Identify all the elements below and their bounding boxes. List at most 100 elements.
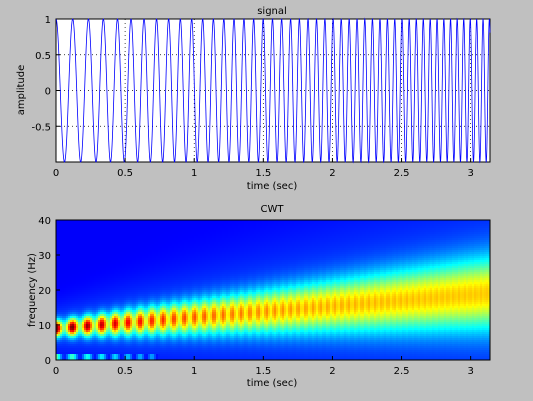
cwt-cell	[126, 306, 129, 309]
cwt-cell	[144, 260, 147, 263]
cwt-cell	[156, 254, 159, 257]
cwt-cell	[70, 260, 73, 263]
cwt-cell	[194, 326, 197, 329]
cwt-cell	[110, 224, 113, 227]
cwt-cell	[170, 244, 173, 247]
cwt-cell	[136, 238, 139, 241]
cwt-cell	[94, 298, 97, 301]
cwt-cell	[74, 356, 77, 359]
cwt-cell	[130, 336, 133, 339]
cwt-cell	[146, 316, 149, 319]
cwt-cell	[164, 308, 167, 311]
cwt-cell	[128, 328, 131, 331]
cwt-cell	[184, 264, 187, 267]
cwt-cell	[156, 240, 159, 243]
cwt-cell	[94, 306, 97, 309]
cwt-cell	[174, 326, 177, 329]
cwt-cell	[170, 228, 173, 231]
cwt-cell	[106, 340, 109, 343]
cwt-cell	[194, 340, 197, 343]
cwt-cell	[186, 248, 189, 251]
cwt-cell	[138, 230, 141, 233]
cwt-cell	[128, 222, 131, 225]
cwt-cell	[74, 276, 77, 279]
cwt-cell	[76, 286, 79, 289]
cwt-cell	[170, 310, 173, 313]
cwt-cell	[94, 274, 97, 277]
cwt-cell	[58, 258, 61, 261]
cwt-cell	[176, 268, 179, 271]
cwt-cell	[112, 244, 115, 247]
cwt-cell	[158, 260, 161, 263]
cwt-cell	[166, 250, 169, 253]
cwt-cell	[174, 348, 177, 351]
cwt-cell	[70, 230, 73, 233]
cwt-cell	[158, 324, 161, 327]
cwt-cell	[140, 274, 143, 277]
cwt-cell	[134, 282, 137, 285]
cwt-cell	[148, 232, 151, 235]
cwt-cell	[190, 300, 193, 303]
cwt-cell	[102, 234, 105, 237]
cwt-cell	[66, 266, 69, 269]
cwt-cell	[152, 278, 155, 281]
cwt-cell	[104, 274, 107, 277]
cwt-cell	[186, 290, 189, 293]
cwt-cell	[178, 288, 181, 291]
cwt-cell	[76, 314, 79, 317]
cwt-cell	[184, 262, 187, 265]
cwt-cell	[138, 352, 141, 355]
cwt-cell	[102, 288, 105, 291]
cwt-cell	[84, 288, 87, 291]
cwt-cell	[112, 276, 115, 279]
cwt-cell	[88, 250, 91, 253]
cwt-cell	[142, 294, 145, 297]
cwt-cell	[122, 234, 125, 237]
cwt-cell	[90, 358, 93, 361]
cwt-cell	[176, 292, 179, 295]
cwt-cell	[110, 312, 113, 315]
cwt-cell	[172, 306, 175, 309]
cwt-cell	[162, 274, 165, 277]
cwt-cell	[78, 268, 81, 271]
cwt-cell	[162, 314, 165, 317]
cwt-cell	[118, 240, 121, 243]
cwt-cell	[102, 268, 105, 271]
cwt-cell	[152, 222, 155, 225]
cwt-cell	[62, 268, 65, 271]
cwt-cell	[66, 282, 69, 285]
cwt-cell	[96, 310, 99, 313]
cwt-cell	[166, 270, 169, 273]
cwt-cell	[62, 222, 65, 225]
cwt-cell	[164, 266, 167, 269]
cwt-cell	[124, 302, 127, 305]
cwt-cell	[162, 278, 165, 281]
cwt-cell	[178, 230, 181, 233]
cwt-cell	[58, 260, 61, 263]
cwt-cell	[78, 270, 81, 273]
cwt-cell	[170, 292, 173, 295]
cwt-cell	[124, 266, 127, 269]
cwt-cell	[168, 358, 171, 361]
cwt-cell	[126, 292, 129, 295]
cwt-cell	[62, 302, 65, 305]
cwt-cell	[186, 234, 189, 237]
cwt-cell	[64, 258, 67, 261]
cwt-cell	[102, 298, 105, 301]
cwt-cell	[68, 248, 71, 251]
cwt-cell	[120, 294, 123, 297]
cwt-cell	[110, 290, 113, 293]
cwt-cell	[62, 230, 65, 233]
cwt-cell	[58, 282, 61, 285]
cwt-cell	[178, 238, 181, 241]
cwt-cell	[66, 322, 69, 325]
cwt-cell	[192, 230, 195, 233]
cwt-cell	[126, 330, 129, 333]
cwt-cell	[188, 304, 191, 307]
cwt-cell	[100, 354, 103, 357]
cwt-cell	[70, 318, 73, 321]
cwt-cell	[176, 282, 179, 285]
cwt-cell	[156, 236, 159, 239]
cwt-cell	[196, 302, 199, 305]
cwt-cell	[120, 270, 123, 273]
